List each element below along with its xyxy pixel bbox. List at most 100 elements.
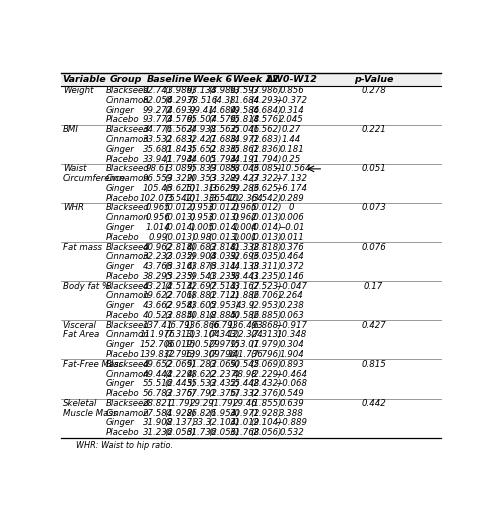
Text: Cinnamon: Cinnamon (106, 408, 150, 418)
Text: (3.085): (3.085) (165, 164, 196, 173)
Text: (2.706): (2.706) (250, 291, 282, 301)
Text: 93.773: 93.773 (143, 116, 173, 125)
Text: (0.013): (0.013) (208, 233, 239, 242)
Text: 55.533: 55.533 (187, 379, 217, 388)
Text: 50.545: 50.545 (230, 360, 260, 369)
Text: (2.711): (2.711) (208, 291, 239, 301)
Text: 0.99: 0.99 (148, 233, 168, 242)
Text: 1.005: 1.005 (190, 223, 215, 232)
Text: 139.832: 139.832 (140, 350, 176, 359)
Text: (2.376): (2.376) (165, 389, 196, 398)
Text: 105.46: 105.46 (143, 184, 173, 193)
Text: Placebo: Placebo (106, 233, 140, 242)
Text: 0.25: 0.25 (282, 155, 301, 164)
Text: (3.986): (3.986) (208, 86, 239, 95)
Text: Weight: Weight (63, 86, 93, 95)
Text: Ginger: Ginger (106, 145, 135, 154)
Text: 96.559: 96.559 (143, 174, 173, 183)
Text: 153.01: 153.01 (230, 340, 260, 349)
Text: 32.427: 32.427 (187, 135, 217, 144)
Text: Ginger: Ginger (106, 184, 135, 193)
Text: 0.051: 0.051 (361, 164, 386, 173)
Text: (4.684): (4.684) (250, 106, 282, 115)
Text: (2.513): (2.513) (165, 282, 196, 291)
Text: 0.146: 0.146 (279, 272, 304, 281)
Text: 43.662: 43.662 (143, 301, 173, 310)
Text: Cinnamon: Cinnamon (106, 330, 150, 340)
Text: (7.313): (7.313) (250, 330, 282, 340)
Text: 43.766: 43.766 (143, 262, 173, 271)
Text: 0.073: 0.073 (361, 203, 386, 213)
Text: (1.688): (1.688) (208, 135, 239, 144)
Text: 93.134: 93.134 (187, 86, 217, 95)
Text: (6.79): (6.79) (211, 321, 237, 330)
Text: 102.075: 102.075 (140, 194, 176, 203)
Text: (7.313): (7.313) (165, 330, 196, 340)
Text: 0.304: 0.304 (279, 340, 304, 349)
Text: (1.562): (1.562) (250, 125, 282, 134)
Text: 38.441: 38.441 (230, 272, 260, 281)
Text: (0.012): (0.012) (208, 203, 239, 213)
Text: 113.104: 113.104 (184, 330, 220, 340)
Text: −0.01: −0.01 (278, 223, 305, 232)
Text: (4.684): (4.684) (208, 106, 239, 115)
Text: 0.549: 0.549 (279, 389, 304, 398)
Text: 27.584: 27.584 (143, 408, 173, 418)
Text: (2.376): (2.376) (208, 389, 239, 398)
Text: 31.736: 31.736 (187, 428, 217, 437)
Text: (1.794): (1.794) (250, 155, 282, 164)
Text: 0.98: 0.98 (193, 233, 212, 242)
Text: (4.293): (4.293) (250, 96, 282, 105)
Text: 0.953: 0.953 (190, 203, 215, 213)
Text: (7.979): (7.979) (208, 340, 239, 349)
Text: 43.876: 43.876 (187, 262, 217, 271)
Text: Baseline: Baseline (147, 75, 192, 84)
Text: 31.236: 31.236 (143, 428, 173, 437)
Text: (0.013): (0.013) (208, 213, 239, 222)
Text: 56.783: 56.783 (143, 389, 173, 398)
Text: 0.464: 0.464 (279, 252, 304, 262)
Text: Placebo: Placebo (106, 389, 140, 398)
Text: 136.493: 136.493 (227, 321, 263, 330)
Text: (2.069): (2.069) (250, 360, 282, 369)
Text: 40.962: 40.962 (143, 243, 173, 252)
Text: Placebo: Placebo (106, 194, 140, 203)
Text: (2.056): (2.056) (250, 428, 282, 437)
Text: −6.174: −6.174 (275, 184, 308, 193)
Text: Week 12: Week 12 (233, 75, 278, 84)
Text: (0.014): (0.014) (165, 223, 196, 232)
Text: (7.796): (7.796) (250, 350, 282, 359)
Text: (8.019): (8.019) (165, 340, 196, 349)
Text: (2.069): (2.069) (208, 360, 239, 369)
Text: 0.532: 0.532 (279, 428, 304, 437)
Text: 40.683: 40.683 (187, 243, 217, 252)
Text: (4.693): (4.693) (165, 106, 196, 115)
Text: Cinnamon: Cinnamon (106, 174, 150, 183)
Text: (2.443): (2.443) (165, 379, 196, 388)
Text: −7.132: −7.132 (275, 174, 308, 183)
Text: (2.523): (2.523) (250, 282, 282, 291)
Text: Placebo: Placebo (106, 428, 140, 437)
Text: Placebo: Placebo (106, 350, 140, 359)
Text: 49.444: 49.444 (143, 369, 173, 379)
Text: Cinnamon: Cinnamon (106, 291, 150, 301)
Text: ΔW0-W12: ΔW0-W12 (266, 75, 318, 84)
Text: (2.432): (2.432) (208, 379, 239, 388)
Text: 40.586: 40.586 (230, 311, 260, 320)
Text: Blackseed: Blackseed (106, 125, 150, 134)
Text: −0.889: −0.889 (275, 418, 308, 427)
Text: Ginger: Ginger (106, 106, 135, 115)
Text: 1.001: 1.001 (233, 233, 257, 242)
Text: (3.311): (3.311) (208, 262, 239, 271)
Text: Cinnamon: Cinnamon (106, 213, 150, 222)
Text: 0.965: 0.965 (233, 203, 257, 213)
Text: 137.41: 137.41 (143, 321, 173, 330)
Text: (2.818): (2.818) (165, 243, 196, 252)
Text: (3.625): (3.625) (250, 184, 282, 193)
Text: 0.17: 0.17 (364, 282, 383, 291)
Text: Blackseed: Blackseed (106, 243, 150, 252)
Text: (1.928): (1.928) (250, 408, 282, 418)
Text: (3.035): (3.035) (250, 252, 282, 262)
Text: 2.264: 2.264 (279, 291, 304, 301)
Text: (0.014): (0.014) (250, 223, 282, 232)
